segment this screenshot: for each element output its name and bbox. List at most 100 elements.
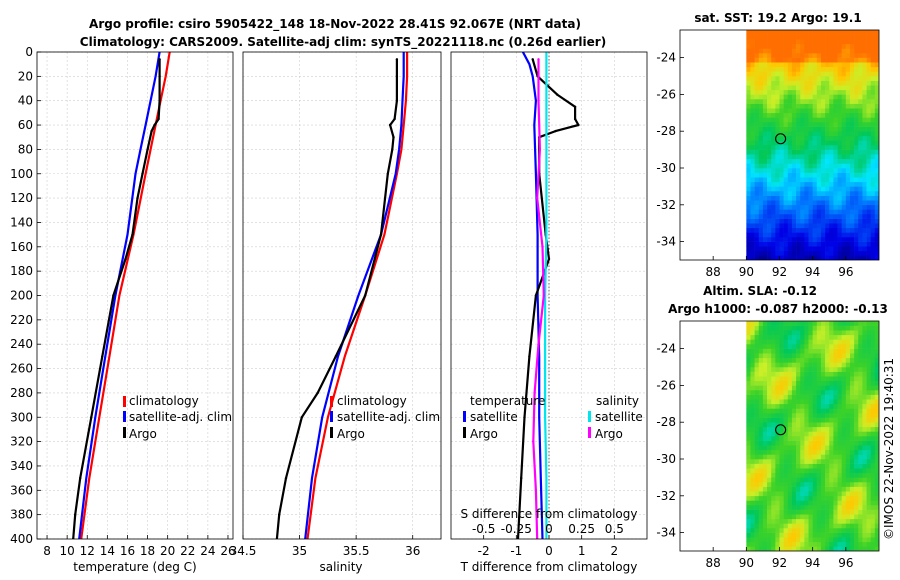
map-cell	[754, 39, 760, 45]
map-cell	[750, 191, 755, 196]
map-cell	[750, 145, 755, 150]
map-cell	[771, 43, 776, 49]
map-cell	[800, 426, 805, 432]
map-cell	[841, 537, 847, 543]
map-cell	[746, 53, 751, 58]
map-cell	[825, 112, 830, 118]
map-cell	[808, 445, 813, 451]
map-cell	[800, 39, 805, 45]
map-cell	[767, 241, 772, 247]
map-cell	[870, 514, 876, 520]
map-cell	[804, 445, 809, 451]
map-cell	[808, 103, 813, 109]
map-cell	[808, 380, 813, 386]
map-cell	[758, 413, 764, 418]
map-cell	[808, 518, 813, 524]
data-point	[131, 233, 134, 236]
map-cell	[866, 145, 872, 150]
map-cell	[746, 436, 751, 441]
map-cell	[870, 528, 876, 533]
map-cell	[820, 546, 826, 551]
map-cell	[812, 367, 818, 372]
map-cell	[820, 163, 826, 169]
map-cell	[825, 209, 830, 215]
map-cell	[791, 463, 797, 469]
map-cell	[762, 431, 768, 437]
map-cell	[783, 103, 789, 109]
map-cell	[854, 436, 859, 441]
map-cell	[767, 246, 772, 252]
map-cell	[866, 66, 872, 72]
map-cell	[833, 241, 838, 247]
map-cell	[825, 232, 830, 238]
map-cell	[771, 486, 776, 492]
map-cell	[808, 403, 813, 409]
map-cell	[874, 537, 879, 543]
map-cell	[833, 477, 838, 483]
map-cell	[808, 223, 813, 229]
map-cell	[825, 495, 830, 501]
map-cell	[808, 491, 813, 497]
map-cell	[829, 237, 834, 242]
map-cell	[796, 353, 801, 359]
map-cell	[825, 445, 830, 451]
map-cell	[746, 417, 751, 423]
map-cell	[816, 431, 822, 437]
map-cell	[762, 385, 768, 391]
map-cell	[767, 250, 772, 256]
map-cell	[820, 477, 826, 483]
map-cell	[796, 362, 801, 368]
map-cell	[771, 241, 776, 247]
map-cell	[804, 89, 809, 95]
map-cell	[841, 66, 847, 72]
map-cell	[833, 181, 838, 187]
map-cell	[870, 454, 876, 460]
map-cell	[841, 158, 847, 164]
map-cell	[771, 195, 776, 201]
map-cell	[791, 66, 797, 72]
map-cell	[866, 357, 872, 363]
map-cell	[825, 227, 830, 233]
map-cell	[779, 195, 784, 201]
data-point	[542, 294, 545, 297]
map-cell	[758, 57, 764, 63]
map-cell	[820, 353, 826, 359]
map-cell	[849, 154, 855, 160]
map-cell	[783, 454, 789, 460]
map-cell	[779, 43, 784, 49]
map-cell	[771, 436, 776, 441]
map-cell	[767, 30, 772, 35]
map-cell	[833, 417, 838, 423]
map-cell	[762, 330, 768, 336]
map-cell	[783, 357, 789, 363]
map-cell	[808, 172, 813, 178]
map-cell	[779, 514, 784, 520]
map-cell	[787, 241, 793, 247]
map-cell	[841, 48, 847, 54]
map-cell	[866, 94, 872, 100]
map-cell	[762, 321, 768, 326]
map-cell	[800, 454, 805, 460]
map-cell	[862, 528, 867, 533]
map-cell	[874, 172, 879, 178]
map-cell	[771, 80, 776, 86]
s-tick-label: -0.25	[501, 522, 532, 536]
map-cell	[841, 227, 847, 233]
map-cell	[845, 321, 851, 326]
map-cell	[849, 463, 855, 469]
map-cell	[866, 505, 872, 510]
map-cell	[787, 422, 793, 428]
map-cell	[796, 541, 801, 547]
map-cell	[808, 145, 813, 150]
map-cell	[862, 413, 867, 418]
map-cell	[825, 449, 830, 455]
map-cell	[862, 172, 867, 178]
map-cell	[750, 57, 755, 63]
map-cell	[767, 468, 772, 474]
map-cell	[854, 177, 859, 183]
map-cell	[866, 131, 872, 137]
map-cell	[829, 227, 834, 233]
map-cell	[820, 376, 826, 382]
map-cell	[746, 30, 751, 35]
map-cell	[800, 528, 805, 533]
